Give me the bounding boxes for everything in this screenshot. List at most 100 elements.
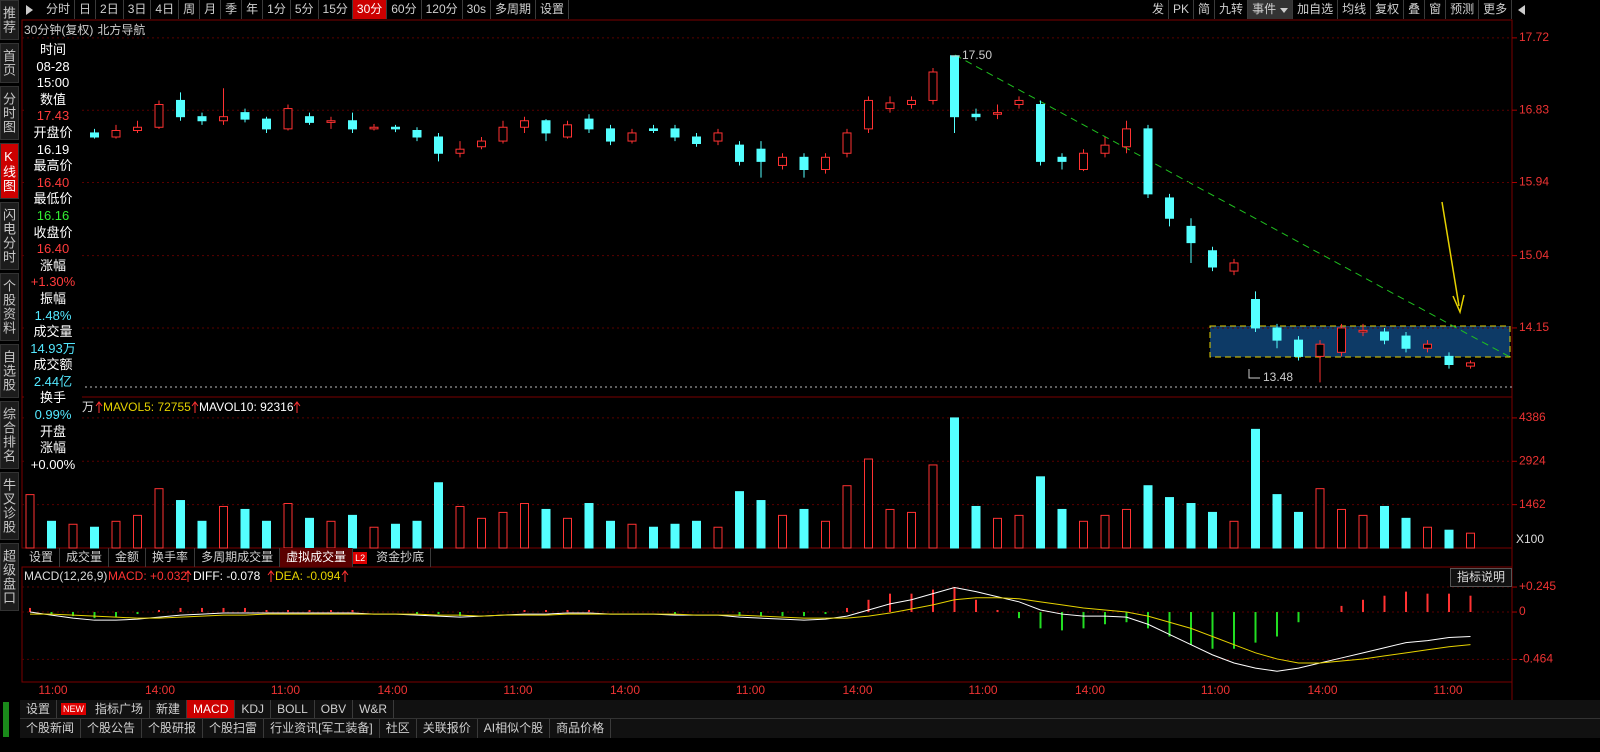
news-tab[interactable]: AI相似个股 (478, 719, 551, 738)
news-tab[interactable]: 个股扫雷 (203, 719, 265, 738)
indicator-button[interactable]: OBV (315, 700, 354, 718)
period-button[interactable]: 30分 (352, 0, 388, 19)
info-label: 数值 (39, 91, 66, 107)
indicator-button[interactable]: 设置 (20, 700, 58, 718)
tool-button[interactable]: 预测 (1446, 0, 1480, 19)
side-tab[interactable]: 分时图 (0, 86, 19, 140)
nav-arrows[interactable] (1518, 5, 1526, 15)
indicator-tab[interactable]: 成交量 (60, 548, 110, 567)
tool-button[interactable]: PK (1169, 0, 1195, 19)
period-button[interactable]: 30s (463, 0, 491, 19)
volume-bar (498, 511, 508, 549)
candle-body (240, 112, 250, 120)
volume-bar (928, 464, 938, 549)
indicator-tab[interactable]: 设置 (23, 548, 61, 567)
volume-bar (670, 523, 680, 549)
tool-button[interactable]: 均线 (1338, 0, 1372, 19)
side-tab[interactable]: 自选股 (0, 344, 19, 398)
bottom-tabs: 设置 NEW 指标广场 新建 MACD KDJ BOLL OBV W&R (20, 700, 1600, 718)
period-button[interactable]: 5分 (291, 0, 319, 19)
indicator-tab[interactable]: 金额 (109, 548, 147, 567)
period-button[interactable]: 季 (221, 0, 243, 19)
indicator-tab[interactable]: 多周期成交量 (195, 548, 281, 567)
period-button[interactable]: 日 (75, 0, 97, 19)
candle-body (111, 130, 121, 138)
period-button[interactable]: 4日 (151, 0, 180, 19)
tool-button[interactable]: 复权 (1371, 0, 1405, 19)
tool-button[interactable]: 更多 (1479, 0, 1513, 19)
candle-body (369, 126, 379, 130)
indicator-help[interactable]: 指标说明 (1450, 568, 1513, 587)
news-tab[interactable]: 关联报价 (417, 719, 478, 738)
legend-arrow (293, 401, 301, 413)
volume-bar (735, 491, 744, 549)
indicator-button[interactable]: KDJ (235, 700, 272, 718)
x-tick-label: 14:00 (377, 683, 407, 697)
tool-button[interactable]: 加自选 (1293, 0, 1339, 19)
tool-button[interactable]: 发 (1148, 0, 1170, 19)
period-button[interactable]: 多周期 (491, 0, 537, 19)
volume-bar (1401, 517, 1411, 549)
candle-body (133, 126, 142, 131)
volume-bar (326, 520, 336, 549)
news-tab[interactable]: 个股新闻 (20, 719, 82, 738)
indicator-tab[interactable]: 虚拟成交量 (280, 548, 354, 567)
side-tab[interactable]: K线图 (0, 143, 19, 199)
candle-body (1079, 152, 1088, 170)
side-tab[interactable]: 牛叉诊股 (0, 472, 19, 540)
indicator-button[interactable]: W&R (353, 700, 395, 718)
period-button[interactable]: 120分 (422, 0, 463, 19)
tool-button[interactable]: 叠 (1404, 0, 1426, 19)
indicator-button[interactable]: 新建 (150, 700, 188, 718)
candle-body (477, 140, 486, 148)
y-tick-label: 1462 (1519, 497, 1546, 511)
news-tab[interactable]: 社区 (380, 719, 417, 738)
news-tab[interactable]: 个股公告 (81, 719, 143, 738)
side-tab[interactable]: 超级盘口 (0, 543, 19, 611)
period-button[interactable]: 2日 (96, 0, 124, 19)
volume-bar (1036, 476, 1045, 549)
candle-body (1294, 339, 1303, 357)
news-tab[interactable]: 商品价格 (550, 719, 612, 738)
volume-bar (1122, 508, 1131, 549)
period-button[interactable]: 设置 (536, 0, 570, 19)
volume-bar (25, 494, 35, 549)
period-button[interactable]: 周 (179, 0, 201, 19)
indicator-button[interactable]: 指标广场 (89, 700, 151, 718)
side-tab[interactable]: 综合排名 (0, 401, 19, 469)
period-button[interactable]: 年 (242, 0, 264, 19)
period-button[interactable]: 15分 (319, 0, 353, 19)
tool-button[interactable]: 窗 (1425, 0, 1447, 19)
indicator-button[interactable]: BOLL (271, 700, 315, 718)
legend-arrow (267, 570, 275, 582)
indicator-tab[interactable]: 换手率 (146, 548, 196, 567)
period-button[interactable]: 3日 (124, 0, 152, 19)
info-value: 15:00 (36, 75, 70, 91)
period-button[interactable]: 分时 (42, 0, 76, 19)
mavol5-label: MAVOL5: 72755 (103, 400, 191, 414)
candle-body (1337, 327, 1346, 353)
volume-bar (219, 505, 228, 549)
tool-button[interactable]: 事件 (1248, 0, 1294, 19)
tool-button[interactable]: 九转 (1215, 0, 1249, 19)
side-tab[interactable]: 个股资料 (0, 273, 19, 341)
period-button[interactable]: 月 (200, 0, 222, 19)
candle-body (283, 108, 293, 130)
info-label: 最高价 (33, 158, 73, 174)
x-tick-label: 11:00 (271, 683, 300, 697)
candle-body (154, 104, 164, 128)
news-tab[interactable]: 行业资讯[军工装备] (264, 719, 380, 738)
indicator-tab[interactable]: 资金抄底 (370, 548, 432, 567)
period-button[interactable]: 60分 (387, 0, 422, 19)
volume-bar (907, 511, 916, 549)
side-tab[interactable]: 推荐NEW (0, 0, 19, 40)
macd-name: MACD(12,26,9) (24, 569, 107, 583)
indicator-tabs: 设置 成交量 金额 换手率 多周期成交量 虚拟成交量 L2 资金抄底 (23, 548, 432, 567)
news-tab[interactable]: 个股研报 (142, 719, 204, 738)
side-tab[interactable]: 闪电分时 (0, 202, 19, 270)
tool-button[interactable]: 简 (1194, 0, 1216, 19)
volume-bar (68, 523, 78, 549)
side-tab[interactable]: 首页 (0, 43, 19, 83)
indicator-button[interactable]: MACD (187, 700, 236, 718)
period-button[interactable]: 1分 (263, 0, 291, 19)
